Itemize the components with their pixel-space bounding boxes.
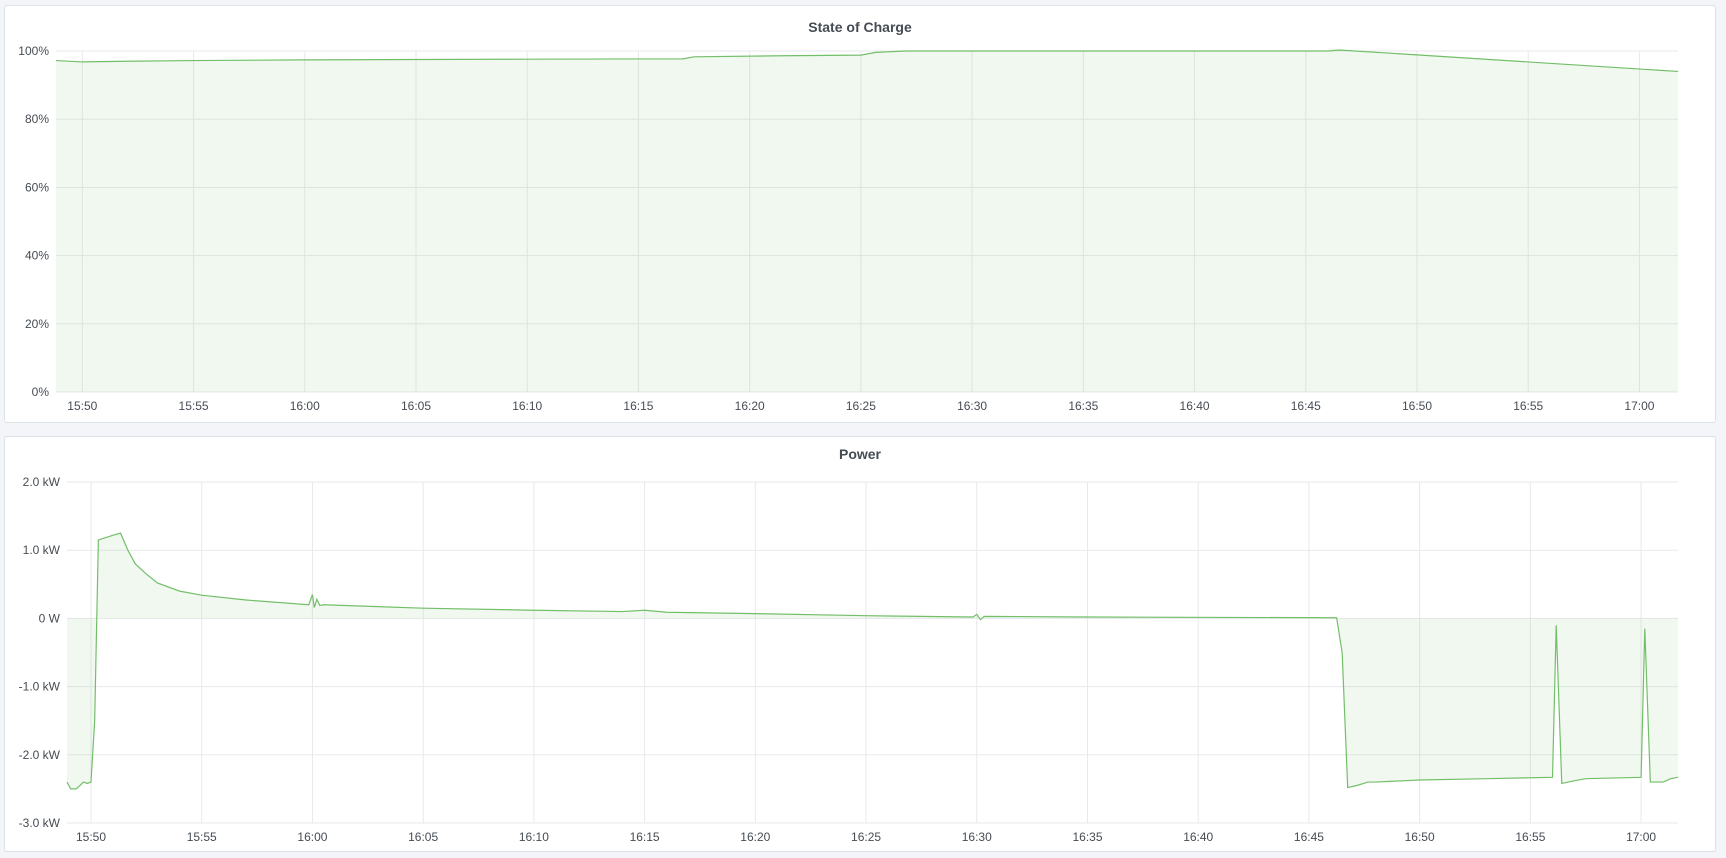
x-tick-label: 15:55 (187, 830, 217, 844)
series-line (66, 532, 1679, 790)
x-tick-label: 15:50 (76, 830, 106, 844)
x-tick-label: 16:45 (1294, 830, 1324, 844)
soc-panel: State of Charge 0% 20% 40% 60% 80% 100% 15:50 1… (4, 5, 1716, 423)
x-tick-label: 16:40 (1183, 830, 1213, 844)
x-tick-label: 16:15 (623, 399, 653, 413)
x-tick-label: 16:10 (512, 399, 542, 413)
x-tick-label: 16:50 (1405, 830, 1435, 844)
y-tick-label: 2.0 kW (23, 475, 61, 489)
x-tick-label: 16:45 (1291, 399, 1321, 413)
x-tick-label: 16:55 (1513, 399, 1543, 413)
x-tick-label: 16:50 (1402, 399, 1432, 413)
x-tick-label: 16:30 (957, 399, 987, 413)
y-tick-label: 60% (25, 180, 49, 194)
x-tick-label: 16:35 (1068, 399, 1098, 413)
x-tick-label: 16:25 (846, 399, 876, 413)
power-panel-title: Power (838, 446, 881, 462)
y-tick-label: 20% (25, 317, 49, 331)
x-tick-label: 16:05 (408, 830, 438, 844)
x-tick-label: 16:05 (401, 399, 431, 413)
y-tick-label: 40% (25, 249, 49, 263)
power-panel: Power -3.0 kW -2.0 kW -1.0 kW 0 W 1.0 kW 2.0 … (4, 436, 1716, 852)
power-chart: -3.0 kW -2.0 kW -1.0 kW 0 W 1.0 kW 2.0 kW 15:5… (19, 475, 1679, 844)
x-tick-label: 16:20 (735, 399, 765, 413)
y-tick-label: -3.0 kW (19, 816, 61, 830)
x-tick-label: 16:30 (962, 830, 992, 844)
x-tick-label: 16:25 (851, 830, 881, 844)
y-tick-label: -1.0 kW (19, 680, 61, 694)
x-tick-label: 16:15 (630, 830, 660, 844)
soc-panel-title: State of Charge (808, 19, 912, 35)
y-tick-label: 100% (18, 44, 49, 58)
x-tick-label: 17:00 (1624, 399, 1654, 413)
y-tick-label: -2.0 kW (19, 748, 61, 762)
series-area (67, 533, 1678, 789)
x-tick-label: 16:20 (740, 830, 770, 844)
series-line (55, 49, 1679, 73)
x-tick-label: 15:50 (67, 399, 97, 413)
x-tick-label: 16:10 (519, 830, 549, 844)
x-tick-label: 17:00 (1626, 830, 1656, 844)
y-tick-label: 1.0 kW (23, 543, 61, 557)
x-tick-label: 15:55 (179, 399, 209, 413)
series-area (56, 49, 1678, 393)
x-tick-label: 16:40 (1180, 399, 1210, 413)
y-tick-label: 80% (25, 112, 49, 126)
y-tick-label: 0 W (39, 611, 61, 625)
x-tick-label: 16:00 (290, 399, 320, 413)
soc-chart: 0% 20% 40% 60% 80% 100% 15:50 15:55 16:00 16:05 16… (18, 44, 1679, 413)
x-tick-label: 16:35 (1072, 830, 1102, 844)
y-tick-label: 0% (32, 385, 50, 399)
x-tick-label: 16:00 (297, 830, 327, 844)
x-tick-label: 16:55 (1515, 830, 1545, 844)
